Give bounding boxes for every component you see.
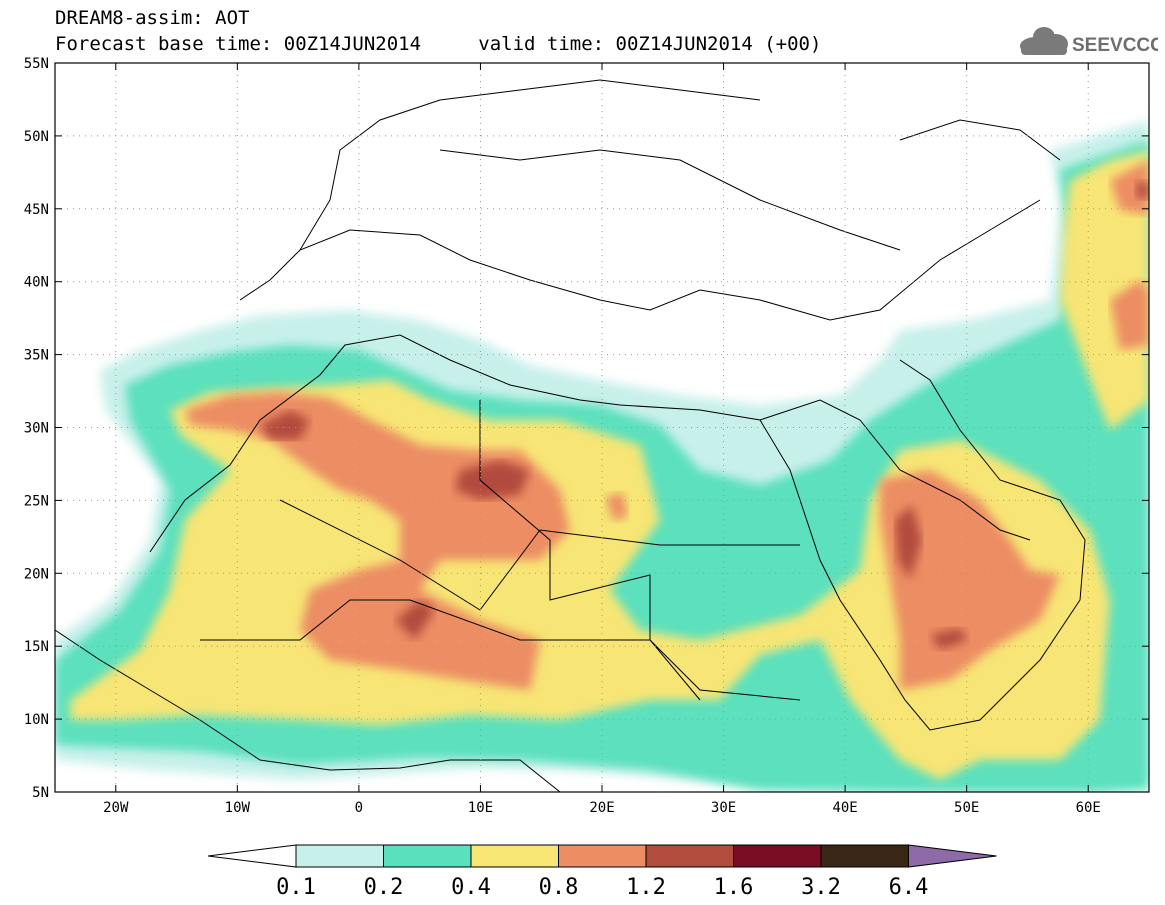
colorbar-segment [295, 844, 384, 868]
lat-tick-label: 50N [24, 129, 49, 145]
colorbar: 0.1 0.2 0.4 0.8 1.2 1.6 3.2 6.4 [207, 844, 997, 900]
aot-band-0.8-spot [605, 492, 628, 522]
lat-tick-label: 10N [24, 712, 49, 728]
logo-text: SEEVCCC [1072, 35, 1158, 56]
lon-tick-label: 20E [589, 800, 614, 816]
lon-tick-label: 40E [832, 800, 857, 816]
lon-tick-label: 0 [355, 800, 363, 816]
lat-tick-label: 40N [24, 275, 49, 291]
aot-band-0.8-east [1110, 280, 1149, 350]
plot-frame [54, 62, 1150, 793]
lat-tick-label: 45N [24, 202, 49, 218]
colorbar-arrow-high [908, 844, 997, 868]
colorbar-segment [820, 844, 909, 868]
forecast-base-time: Forecast base time: 00Z14JUN2014 [55, 33, 422, 55]
axis-ticks: 20W 10W 0 10E 20E 30E 40E 50E 60E 5N 10N 15N 20N 25N 3… [24, 56, 1149, 816]
colorbar-segment [733, 844, 822, 868]
aot-band-1.2-niger [395, 600, 435, 640]
colorbar-segment [645, 844, 734, 868]
lon-tick-label: 60E [1076, 800, 1101, 816]
colorbar-segment [470, 844, 559, 868]
colorbar-segment [383, 844, 472, 868]
lon-tick-label: 30E [711, 800, 736, 816]
lat-tick-label: 15N [24, 639, 49, 655]
colorbar-level-label: 3.2 [801, 875, 841, 900]
aot-band-0.4-east [1060, 150, 1149, 430]
seevccc-logo: SEEVCCC [1020, 27, 1158, 56]
aot-band-0.8-arabia [880, 470, 1060, 690]
lat-tick-label: 5N [32, 785, 49, 801]
lat-tick-label: 20N [24, 566, 49, 582]
lon-tick-label: 10E [468, 800, 493, 816]
colorbar-level-label: 0.8 [539, 875, 579, 900]
lon-tick-label: 20W [103, 800, 129, 816]
aot-band-1.2-yemen [930, 628, 968, 650]
cloud-icon [1020, 27, 1068, 55]
colorbar-level-label: 0.1 [276, 875, 316, 900]
valid-time: valid time: 00Z14JUN2014 (+00) [478, 33, 822, 55]
colorbar-arrow-low [207, 844, 297, 868]
lat-tick-label: 55N [24, 56, 49, 72]
colorbar-level-label: 1.6 [714, 875, 754, 900]
lat-tick-label: 25N [24, 493, 49, 509]
colorbar-level-label: 1.2 [626, 875, 666, 900]
colorbar-segment [558, 844, 647, 868]
colorbar-level-label: 6.4 [889, 875, 929, 900]
aot-band-1.2-arabia [895, 505, 922, 580]
map-title: DREAM8-assim: AOT [55, 7, 250, 29]
dust-field [55, 120, 1149, 792]
coastlines [55, 79, 1086, 792]
colorbar-level-label: 0.2 [364, 875, 404, 900]
lat-tick-label: 30N [24, 421, 49, 437]
aot-band-1.2-libya [455, 460, 530, 500]
lon-tick-label: 50E [954, 800, 979, 816]
time-info: Forecast base time: 00Z14JUN2014 valid t… [55, 34, 821, 54]
aot-band-0.8-east2 [1110, 160, 1149, 215]
colorbar-level-label: 0.4 [451, 875, 491, 900]
aot-band-0.8 [185, 392, 570, 690]
aot-band-1.2-atlas [260, 410, 310, 440]
lat-tick-label: 35N [24, 348, 49, 364]
lon-tick-label: 10W [225, 800, 251, 816]
aot-band-1.2-east [1135, 180, 1149, 200]
